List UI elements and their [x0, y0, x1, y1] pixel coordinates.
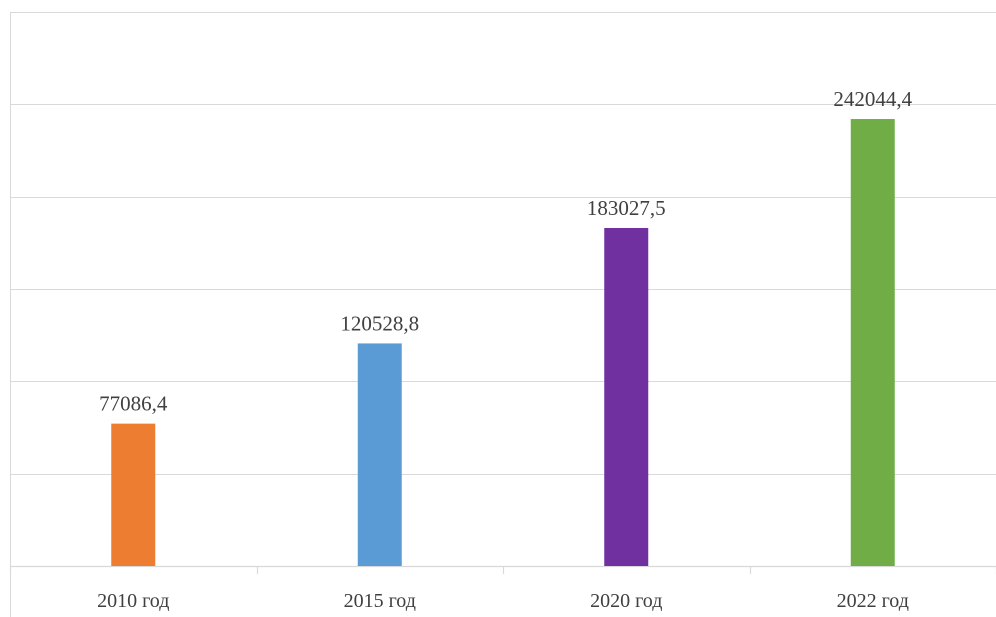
- bar: [357, 343, 402, 566]
- data-label: 183027,5: [587, 196, 666, 220]
- data-label: 120528,8: [340, 311, 419, 335]
- data-labels: 77086,4 120528,8 183027,5 242044,4: [99, 87, 913, 416]
- bar: [604, 228, 649, 566]
- bar: [850, 119, 895, 567]
- x-tick-label: 2022 год: [837, 590, 909, 612]
- bar: [111, 423, 156, 566]
- x-tick-label: 2010 год: [97, 590, 169, 612]
- gridlines: [10, 12, 996, 475]
- bars: [111, 119, 895, 567]
- data-label: 242044,4: [833, 87, 912, 111]
- x-tick-label: 2020 год: [590, 590, 662, 612]
- data-label: 77086,4: [99, 392, 168, 416]
- x-tick-label: 2015 год: [344, 590, 416, 612]
- x-tick-labels: 2010 год 2015 год 2020 год 2022 год: [97, 590, 909, 612]
- x-axis: [9, 12, 996, 617]
